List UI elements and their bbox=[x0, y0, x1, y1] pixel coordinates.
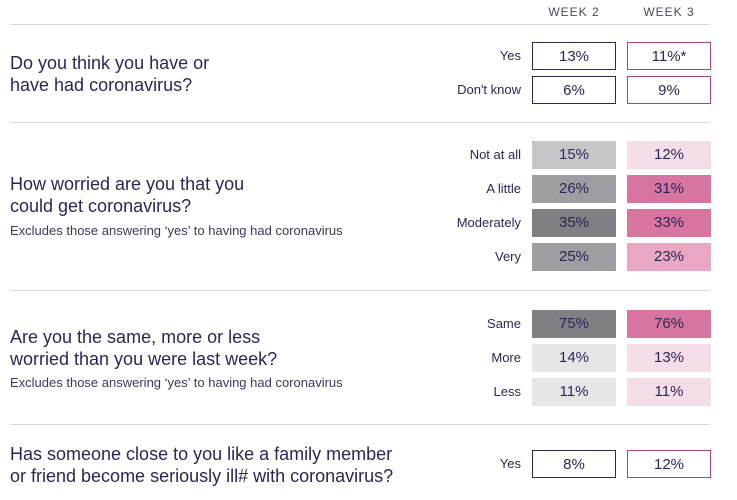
question-note: Excludes those answering ‘yes’ to having… bbox=[10, 375, 343, 390]
row-label: Not at all bbox=[469, 147, 521, 162]
week3-cell: 12% bbox=[627, 141, 711, 169]
row-label: Yes bbox=[499, 48, 521, 63]
divider bbox=[10, 424, 710, 425]
week3-cell: 33% bbox=[627, 209, 711, 237]
row-label: Moderately bbox=[456, 215, 521, 230]
week2-cell: 15% bbox=[532, 141, 616, 169]
week3-cell: 76% bbox=[627, 310, 711, 338]
week2-cell: 8% bbox=[532, 450, 616, 478]
question-title: Do you think you have or have had corona… bbox=[10, 52, 430, 96]
question-line: How worried are you that you bbox=[10, 174, 245, 194]
divider bbox=[10, 24, 710, 25]
question-title: Are you the same, more or less worried t… bbox=[10, 326, 430, 370]
week3-cell: 11%* bbox=[627, 42, 711, 70]
question-line: worried than you were last week? bbox=[10, 349, 278, 369]
week3-cell: 31% bbox=[627, 175, 711, 203]
row-label: A little bbox=[486, 181, 521, 196]
week2-cell: 75% bbox=[532, 310, 616, 338]
week3-cell: 23% bbox=[627, 243, 711, 271]
row-label: Don't know bbox=[457, 82, 521, 97]
week2-cell: 26% bbox=[532, 175, 616, 203]
week3-cell: 13% bbox=[627, 344, 711, 372]
question-line: or friend become seriously ill# with cor… bbox=[10, 466, 394, 486]
week2-cell: 13% bbox=[532, 42, 616, 70]
question-title: How worried are you that you could get c… bbox=[10, 173, 430, 217]
week3-cell: 12% bbox=[627, 450, 711, 478]
question-line: could get coronavirus? bbox=[10, 196, 192, 216]
question-note: Excludes those answering ‘yes’ to having… bbox=[10, 223, 343, 238]
week2-cell: 11% bbox=[532, 378, 616, 406]
question-title: Has someone close to you like a family m… bbox=[10, 443, 430, 487]
week2-cell: 6% bbox=[532, 76, 616, 104]
row-label: More bbox=[491, 350, 521, 365]
week3-cell: 11% bbox=[627, 378, 711, 406]
row-label: Very bbox=[494, 249, 521, 264]
week2-cell: 14% bbox=[532, 344, 616, 372]
week2-cell: 35% bbox=[532, 209, 616, 237]
question-line: Are you the same, more or less bbox=[10, 327, 261, 347]
column-header-week3: WEEK 3 bbox=[643, 5, 695, 19]
week2-cell: 25% bbox=[532, 243, 616, 271]
row-label: Yes bbox=[499, 456, 521, 471]
divider bbox=[10, 290, 710, 291]
column-header-week2: WEEK 2 bbox=[548, 5, 600, 19]
divider bbox=[10, 122, 710, 123]
row-label: Same bbox=[487, 316, 521, 331]
week3-cell: 9% bbox=[627, 76, 711, 104]
question-line: Has someone close to you like a family m… bbox=[10, 444, 393, 464]
row-label: Less bbox=[493, 384, 521, 399]
question-line: Do you think you have or bbox=[10, 53, 210, 73]
question-line: have had coronavirus? bbox=[10, 75, 193, 95]
